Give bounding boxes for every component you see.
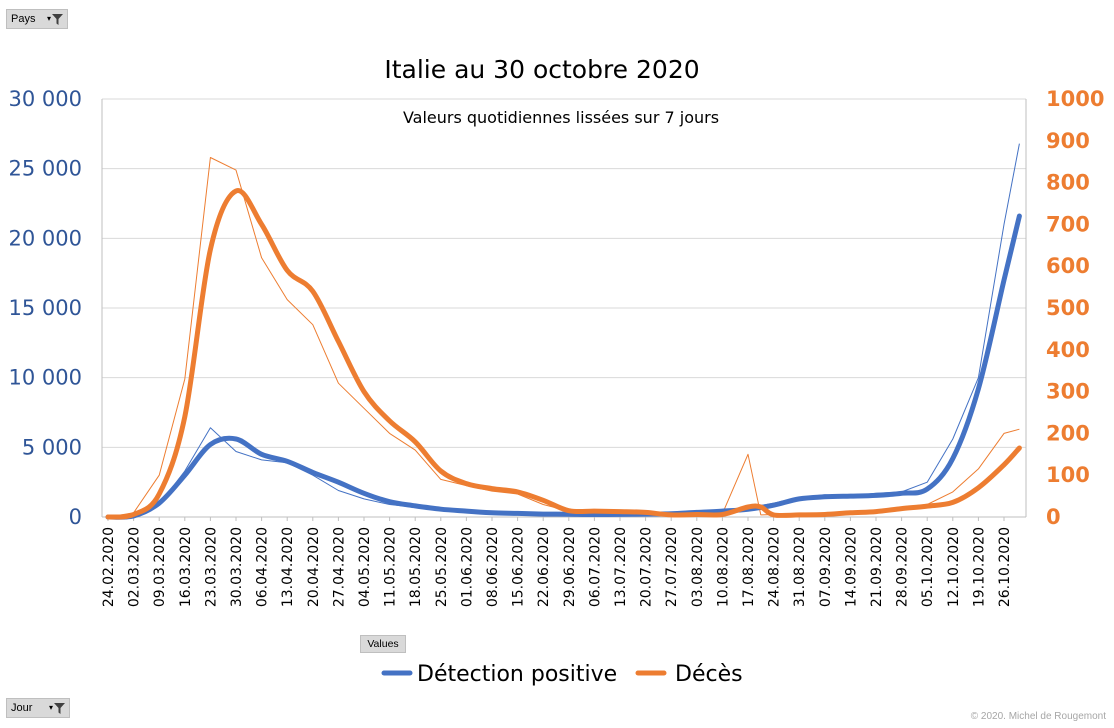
left-tick-label: 20 000	[9, 226, 82, 250]
x-tick-label: 12.10.2020	[946, 527, 962, 607]
x-tick-label: 09.03.2020	[152, 527, 168, 607]
x-tick-label: 18.05.2020	[408, 527, 424, 607]
left-axis: 0 5 000 10 000 15 000 20 000 25 000 30 000	[9, 87, 82, 529]
x-tick-label: 26.10.2020	[997, 527, 1013, 607]
right-tick-label: 400	[1046, 338, 1090, 362]
pays-label: Pays	[11, 13, 36, 25]
jour-filter-button[interactable]: Jour ▾	[6, 698, 70, 718]
x-tick-label: 27.07.2020	[664, 527, 680, 607]
series-daily-line	[107, 157, 1020, 518]
grid	[101, 98, 1027, 518]
left-tick-label: 5 000	[22, 435, 82, 459]
x-tick-label: 24.08.2020	[767, 527, 783, 607]
right-tick-label: 700	[1046, 212, 1090, 236]
plot-area	[105, 143, 1022, 520]
x-tick-label: 06.07.2020	[587, 527, 603, 607]
x-tick-label: 27.04.2020	[331, 527, 347, 607]
x-tick-label: 20.04.2020	[306, 527, 322, 607]
series-smoothed-line	[105, 188, 1022, 520]
x-tick-label: 01.06.2020	[459, 527, 475, 607]
right-tick-label: 900	[1046, 129, 1090, 153]
x-tick-label: 07.09.2020	[818, 527, 834, 607]
chart-title: Italie au 30 octobre 2020	[384, 55, 699, 84]
series-smoothed-line	[105, 213, 1022, 520]
right-axis: 0 100 200 300 400 500 600 700 800 900 1000	[1046, 87, 1104, 529]
x-tick-label: 17.08.2020	[741, 527, 757, 607]
x-tick-label: 13.07.2020	[613, 527, 629, 607]
right-tick-label: 100	[1046, 463, 1090, 487]
left-tick-label: 10 000	[9, 366, 82, 390]
x-tick-label: 20.07.2020	[639, 527, 655, 607]
x-tick-label: 06.04.2020	[255, 527, 271, 607]
filter-icon: ▾	[49, 702, 65, 714]
x-tick-label: 05.10.2020	[920, 527, 936, 607]
x-tick-label: 28.09.2020	[895, 527, 911, 607]
x-tick-label: 16.03.2020	[178, 527, 194, 607]
values-field-button[interactable]: Values	[360, 635, 406, 653]
right-tick-label: 500	[1046, 296, 1090, 320]
x-tick-label: 02.03.2020	[127, 527, 143, 607]
right-tick-label: 1000	[1046, 87, 1104, 111]
right-tick-label: 300	[1046, 380, 1090, 404]
jour-label: Jour	[11, 702, 33, 714]
right-tick-label: 200	[1046, 421, 1090, 445]
x-tick-label: 19.10.2020	[971, 527, 987, 607]
copyright-text: © 2020. Michel de Rougemont	[970, 711, 1106, 722]
right-tick-label: 800	[1046, 171, 1090, 195]
legend-label-detection: Détection positive	[417, 662, 617, 687]
left-tick-label: 30 000	[9, 87, 82, 111]
x-tick-label: 15.06.2020	[511, 527, 527, 607]
x-tick-label: 24.02.2020	[101, 527, 117, 607]
chart-subtitle: Valeurs quotidiennes lissées sur 7 jours	[403, 108, 719, 127]
x-tick-label: 30.03.2020	[229, 527, 245, 607]
x-tick-label: 13.04.2020	[280, 527, 296, 607]
legend-label-deces: Décès	[675, 662, 743, 687]
values-label: Values	[367, 638, 399, 650]
left-tick-label: 0	[69, 505, 82, 529]
x-tick-label: 08.06.2020	[485, 527, 501, 607]
left-tick-label: 15 000	[9, 296, 82, 320]
x-tick-label: 22.06.2020	[536, 527, 552, 607]
filter-icon: ▾	[47, 13, 63, 25]
x-tick-label: 31.08.2020	[792, 527, 808, 607]
x-axis: 24.02.2020 02.03.2020 09.03.2020 16.03.2020…	[101, 517, 1013, 607]
right-tick-label: 600	[1046, 254, 1090, 278]
x-tick-label: 10.08.2020	[715, 527, 731, 607]
x-tick-label: 03.08.2020	[690, 527, 706, 607]
x-tick-label: 11.05.2020	[383, 527, 399, 607]
pays-filter-button[interactable]: Pays ▾	[6, 9, 68, 29]
x-tick-label: 04.05.2020	[357, 527, 373, 607]
legend: Détection positive Décès	[381, 662, 743, 687]
left-tick-label: 25 000	[9, 157, 82, 181]
x-tick-label: 21.09.2020	[869, 527, 885, 607]
x-tick-label: 29.06.2020	[562, 527, 578, 607]
x-tick-label: 23.03.2020	[203, 527, 219, 607]
right-tick-label: 0	[1046, 505, 1061, 529]
x-tick-label: 14.09.2020	[843, 527, 859, 607]
x-tick-label: 25.05.2020	[434, 527, 450, 607]
